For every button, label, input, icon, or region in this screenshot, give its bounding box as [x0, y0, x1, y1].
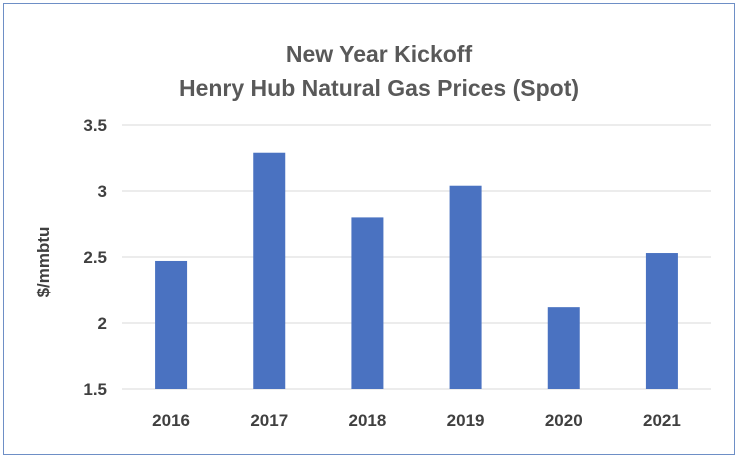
y-axis-title: $/mmbtu: [34, 227, 53, 298]
chart-title-line-2: Henry Hub Natural Gas Prices (Spot): [179, 75, 579, 101]
bar-2016: [155, 260, 188, 389]
x-tick-label: 2020: [545, 411, 583, 430]
bars: [155, 152, 678, 389]
x-tick-labels: 2016 2017 2018 2019 2020 2021: [152, 411, 681, 430]
x-tick-label: 2018: [349, 411, 387, 430]
y-tick-label: 3.5: [83, 116, 107, 135]
bar-chart: New Year Kickoff Henry Hub Natural Gas P…: [34, 41, 711, 430]
chart-frame: New Year Kickoff Henry Hub Natural Gas P…: [3, 3, 735, 455]
bar-2018: [351, 217, 384, 389]
bar-2019: [449, 185, 482, 389]
y-tick-label: 3: [98, 182, 107, 201]
gridlines: [122, 124, 711, 390]
y-tick-label: 2: [98, 314, 107, 333]
x-tick-label: 2021: [643, 411, 681, 430]
x-tick-label: 2016: [152, 411, 190, 430]
bar-2021: [645, 253, 678, 389]
x-tick-label: 2017: [250, 411, 288, 430]
y-tick-label: 2.5: [83, 248, 107, 267]
bar-2020: [547, 307, 580, 389]
y-tick-label: 1.5: [83, 380, 107, 399]
bar-2017: [253, 152, 286, 389]
x-tick-label: 2019: [447, 411, 485, 430]
chart-title-line-1: New Year Kickoff: [286, 41, 473, 67]
y-tick-labels: 1.5 2 2.5 3 3.5: [83, 116, 107, 399]
